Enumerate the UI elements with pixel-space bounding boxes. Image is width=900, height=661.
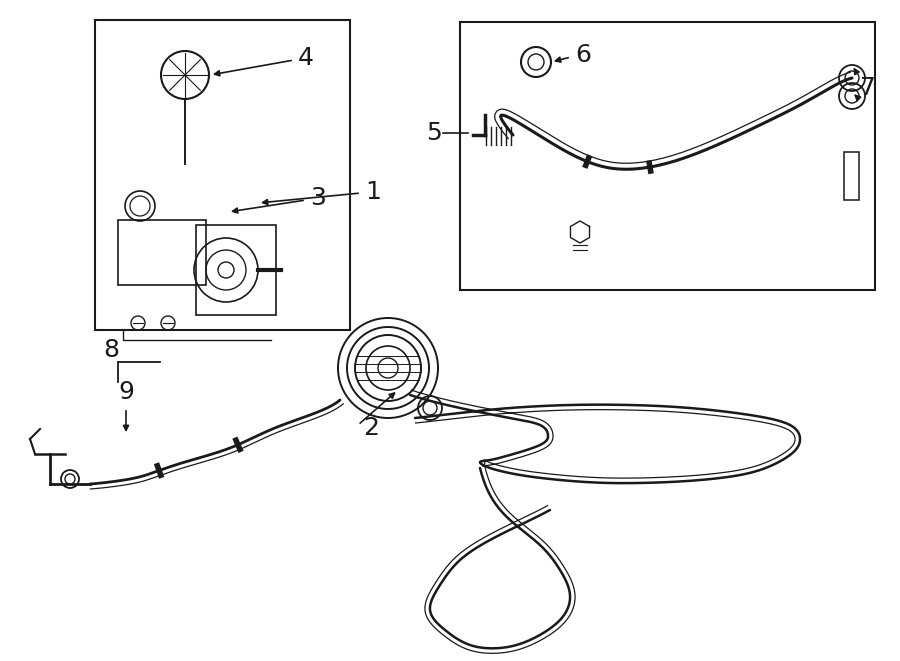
- Text: 7: 7: [860, 76, 876, 100]
- Bar: [844, 152, 859, 200]
- Bar: [95, 20, 350, 330]
- Bar: [118, 220, 206, 285]
- Text: 9: 9: [118, 380, 134, 404]
- Text: 4: 4: [298, 46, 314, 70]
- Text: 6: 6: [575, 43, 591, 67]
- Text: 3: 3: [310, 186, 326, 210]
- Text: 2: 2: [363, 416, 379, 440]
- Text: 1: 1: [365, 180, 381, 204]
- Text: 5: 5: [427, 121, 442, 145]
- Bar: [196, 225, 276, 315]
- Bar: [460, 22, 875, 290]
- Text: 8: 8: [103, 338, 119, 362]
